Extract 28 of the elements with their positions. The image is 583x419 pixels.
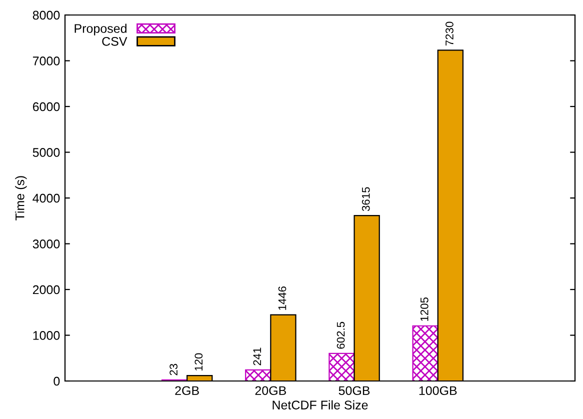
data-label: 23 [170, 364, 178, 376]
x-axis-title: NetCDF File Size [272, 400, 368, 410]
y-tick-label: 5000 [32, 148, 60, 157]
y-tick-label: 1000 [33, 331, 60, 340]
legend-label: Proposed [74, 24, 126, 36]
x-tick-label: 2GB [175, 386, 199, 396]
bar [328, 352, 355, 381]
x-tick-label: 20GB [255, 386, 286, 396]
data-label: 7230 [446, 22, 454, 46]
data-label: 1446 [278, 286, 286, 310]
data-label: 120 [194, 353, 203, 370]
x-tick-label: 100GB [419, 386, 457, 396]
data-label: 3615 [362, 187, 370, 212]
y-tick-label: 3000 [32, 240, 60, 248]
y-tick-label: 6000 [32, 102, 60, 112]
bar [412, 325, 438, 381]
x-tick-label: 50GB [338, 386, 370, 396]
y-axis-title: Time (s) [15, 176, 27, 220]
legend-label: CSV [102, 36, 128, 46]
y-tick-label: 4000 [32, 194, 60, 203]
y-tick-label: 7000 [32, 56, 60, 66]
data-label: 602.5 [336, 322, 345, 349]
y-tick-label: 0 [54, 376, 60, 386]
data-label: 241 [253, 348, 262, 366]
y-tick-label: 8000 [32, 10, 60, 20]
data-label: 1205 [420, 297, 428, 321]
y-tick-label: 2000 [32, 285, 60, 294]
bar [245, 369, 272, 381]
